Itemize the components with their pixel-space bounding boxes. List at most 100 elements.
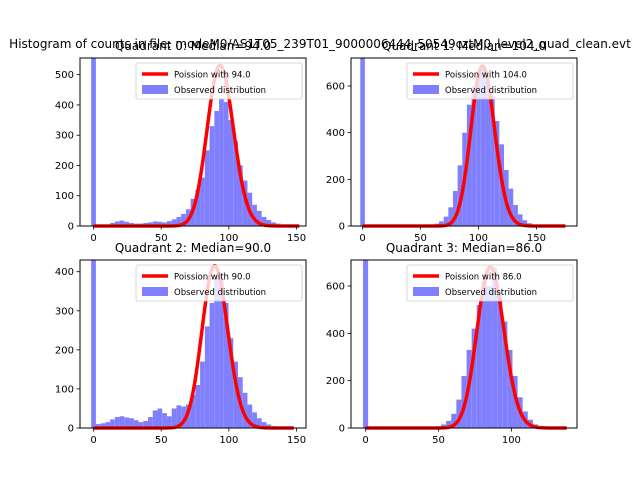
histogram-bar	[162, 413, 167, 428]
histogram-bar	[485, 81, 491, 226]
histogram-bar	[223, 302, 229, 428]
histogram-bar	[261, 422, 267, 428]
axes-frame	[350, 57, 578, 227]
histogram-bar	[133, 420, 139, 428]
y-tick-label: 300	[55, 306, 74, 317]
legend: Poission with 104.0 Observed distribution	[406, 62, 574, 100]
legend-histogram-swatch	[142, 85, 168, 94]
x-tick-label: 100	[502, 435, 521, 446]
histogram-bar	[181, 213, 186, 226]
histogram-bar	[214, 275, 220, 428]
y-tick-label: 600	[326, 282, 345, 293]
x-tick-label: 50	[432, 435, 445, 446]
histogram-bar	[114, 221, 120, 226]
histogram-bar	[200, 361, 205, 428]
histogram-bar	[190, 394, 196, 428]
histogram-bar	[138, 422, 144, 428]
histogram-bar	[209, 126, 215, 226]
y-tick-label: 200	[55, 161, 74, 172]
histogram-bar	[166, 221, 172, 226]
histogram-bar	[100, 423, 106, 428]
legend-poisson-label: Poission with 94.0	[174, 71, 251, 81]
chart-panel-2: 0 50 100 150 0 100 200 300 400 Quadrant 2: Median…	[55, 241, 307, 446]
histogram-bar	[512, 375, 518, 428]
histogram-bar	[219, 279, 224, 428]
x-tick-label: 50	[155, 435, 168, 446]
histogram-bar	[181, 406, 186, 428]
x-tick-label: 150	[527, 233, 546, 244]
y-tick-label: 0	[339, 424, 345, 435]
y-tick-label: 0	[339, 222, 345, 233]
histogram-bar	[452, 191, 458, 226]
legend-poisson-label: Poission with 86.0	[445, 273, 522, 283]
x-tick-label: 0	[359, 233, 365, 244]
chart-title: Quadrant 3: Median=86.0	[386, 241, 542, 255]
histogram-bar	[476, 74, 481, 226]
y-tick-label: 500	[55, 70, 74, 81]
histogram-bar	[517, 214, 523, 226]
axes-frame	[350, 259, 578, 429]
histogram-bar	[476, 304, 482, 428]
histogram-bar	[166, 416, 172, 428]
legend-histogram-label: Observed distribution	[174, 288, 266, 298]
x-tick-label: 100	[219, 435, 238, 446]
histogram-bar	[162, 222, 167, 226]
histogram-bar	[261, 216, 267, 226]
histogram-bar	[157, 221, 163, 226]
x-tick-label: 100	[469, 233, 488, 244]
histogram-bar	[129, 418, 134, 428]
histogram-bar	[256, 418, 262, 428]
histogram-bar	[91, 260, 96, 428]
histogram-bar	[195, 385, 201, 428]
histogram-bar	[508, 188, 514, 226]
histogram-bar	[448, 207, 453, 226]
histogram-bar	[233, 141, 238, 226]
legend-histogram-swatch	[413, 85, 439, 94]
histogram-bar	[233, 361, 238, 428]
chart-panel-1: 0 50 100 150 0 200 400 600 Quadrant 1: Median=10…	[326, 39, 578, 244]
axes-frame	[79, 259, 307, 429]
histogram-bar	[152, 221, 158, 226]
axes-frame	[79, 57, 307, 227]
histogram-bar	[148, 417, 153, 428]
histogram-bar	[214, 110, 220, 226]
histogram-bar	[105, 422, 111, 428]
histogram-bar	[490, 95, 495, 226]
legend-histogram-label: Observed distribution	[174, 86, 266, 96]
histogram-bars	[91, 260, 291, 428]
x-tick-label: 50	[155, 233, 168, 244]
histogram-bar	[481, 281, 487, 428]
histogram-bar	[486, 286, 493, 428]
histogram-bar	[471, 328, 477, 428]
histogram-bar	[176, 405, 182, 428]
y-tick-label: 400	[326, 329, 345, 340]
histogram-bar	[252, 412, 257, 428]
histogram-bar	[176, 216, 182, 226]
histogram-bar	[143, 420, 149, 428]
histogram-bar	[266, 219, 272, 226]
legend-histogram-swatch	[142, 287, 168, 296]
legend-box	[135, 264, 303, 302]
histogram-bar	[204, 326, 210, 428]
legend-histogram-label: Observed distribution	[445, 288, 537, 298]
histogram-bar	[95, 424, 101, 428]
legend-histogram-label: Observed distribution	[445, 86, 537, 96]
histogram-bar	[466, 104, 472, 226]
y-tick-label: 400	[326, 128, 345, 139]
histogram-bar	[238, 165, 243, 226]
y-tick-label: 0	[68, 222, 74, 233]
histogram-bar	[171, 219, 177, 226]
legend: Poission with 94.0 Observed distribution	[135, 62, 303, 100]
x-tick-label: 0	[362, 435, 368, 446]
y-tick-label: 100	[55, 384, 74, 395]
histogram-bar	[522, 220, 528, 226]
histogram-bar	[363, 260, 369, 428]
histogram-bar	[242, 392, 248, 428]
histogram-bar	[446, 420, 452, 428]
x-tick-label: 0	[90, 435, 96, 446]
y-tick-label: 600	[326, 82, 345, 93]
y-tick-label: 200	[326, 376, 345, 387]
histogram-bar	[494, 121, 500, 226]
